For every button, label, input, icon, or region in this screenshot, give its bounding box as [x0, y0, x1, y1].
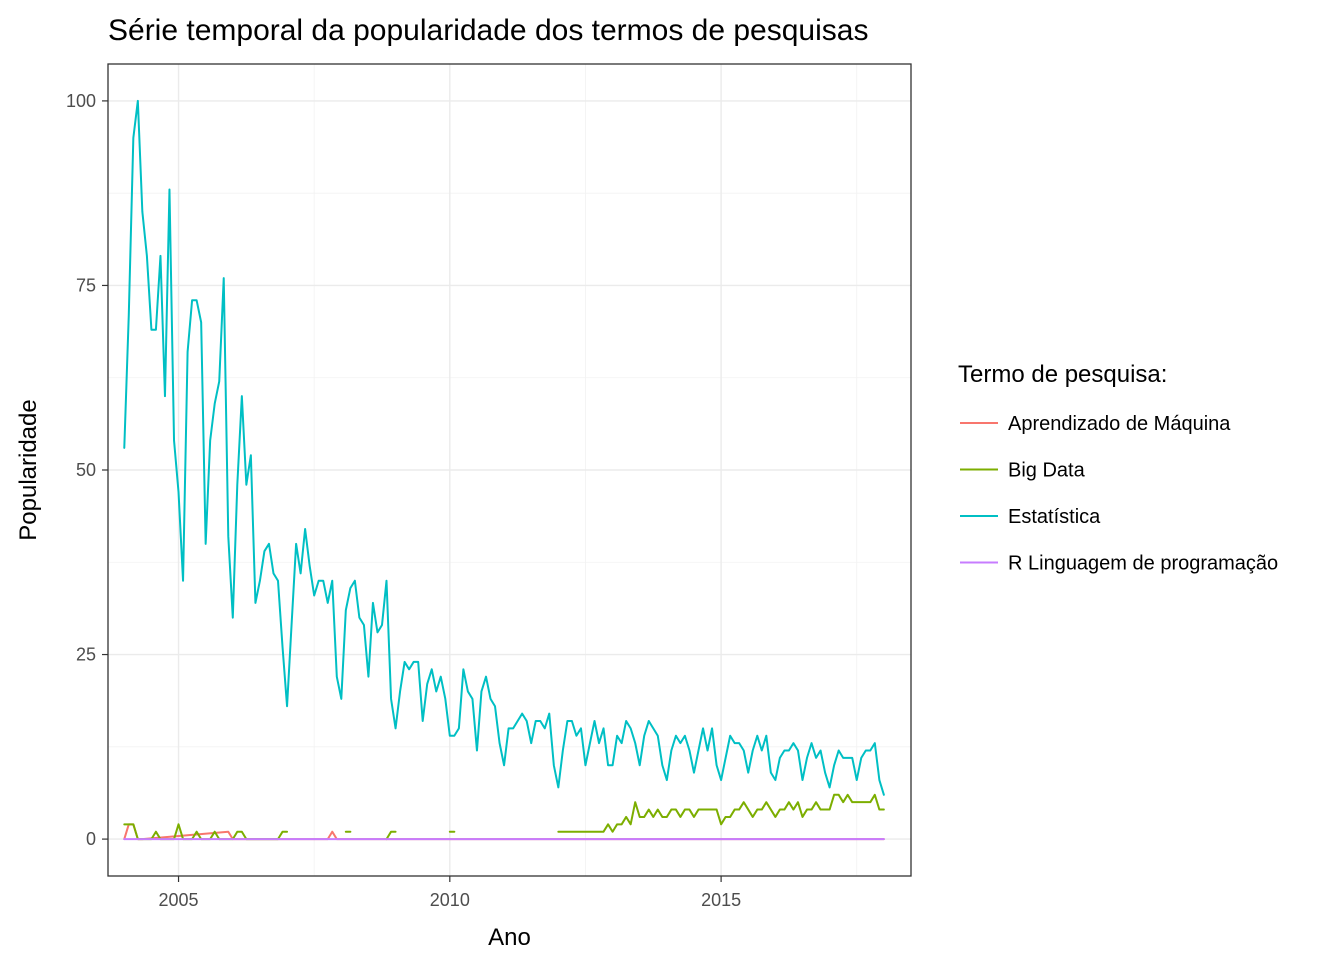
y-axis: 0 25 50 75 100 [66, 91, 108, 849]
legend-title: Termo de pesquisa: [958, 361, 1167, 388]
y-tick-label: 50 [76, 460, 96, 480]
y-tick-label: 0 [86, 829, 96, 849]
series-line-big-data-d [557, 793, 885, 833]
y-axis-title: Popularidade [15, 399, 42, 540]
chart-title: Série temporal da popularidade dos termo… [108, 14, 868, 47]
legend-label: R Linguagem de programação [1008, 553, 1278, 575]
x-tick-label: 2015 [701, 890, 741, 910]
y-tick-label: 25 [76, 645, 96, 665]
legend-label: Estatística [1008, 506, 1101, 528]
legend-label: Big Data [1008, 460, 1086, 482]
x-tick-label: 2005 [159, 890, 199, 910]
x-axis-title: Ano [488, 924, 531, 951]
legend-label: Aprendizado de Máquina [1008, 413, 1231, 435]
y-tick-label: 75 [76, 275, 96, 295]
series-lines [123, 99, 885, 841]
legend-items: Aprendizado de Máquina Big Data Estatístic… [960, 413, 1278, 575]
x-tick-label: 2010 [430, 890, 470, 910]
panel [107, 63, 912, 877]
y-tick-label: 100 [66, 91, 96, 111]
legend: Termo de pesquisa: Aprendizado de Máquin… [958, 361, 1278, 575]
series-line-big-data-b [385, 830, 397, 841]
x-axis: 2005 2010 2015 [159, 876, 741, 910]
series-line-estatistica [123, 99, 885, 796]
